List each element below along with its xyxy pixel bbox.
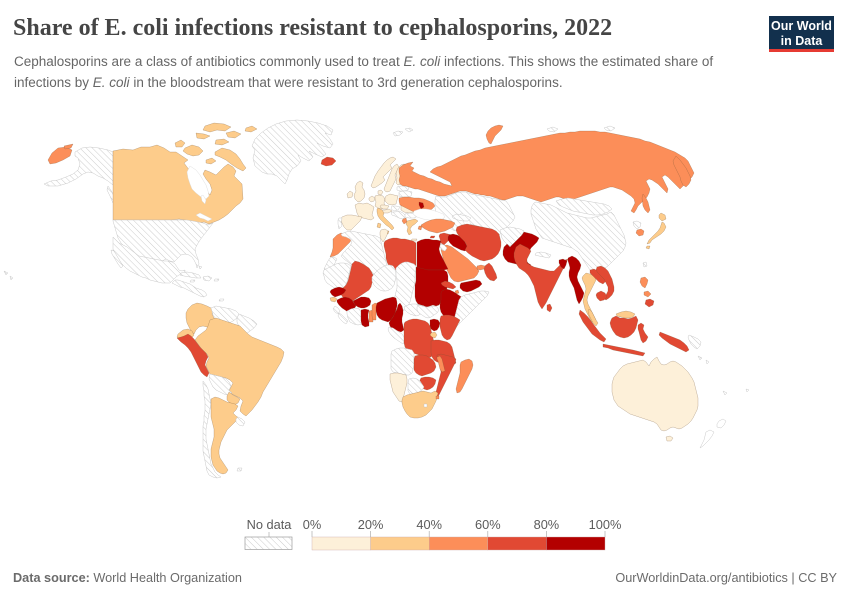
- svg-text:40%: 40%: [416, 517, 442, 532]
- svg-text:80%: 80%: [534, 517, 560, 532]
- svg-text:100%: 100%: [589, 517, 622, 532]
- svg-text:No data: No data: [247, 517, 293, 532]
- svg-text:0%: 0%: [303, 517, 322, 532]
- svg-text:20%: 20%: [358, 517, 384, 532]
- svg-text:60%: 60%: [475, 517, 501, 532]
